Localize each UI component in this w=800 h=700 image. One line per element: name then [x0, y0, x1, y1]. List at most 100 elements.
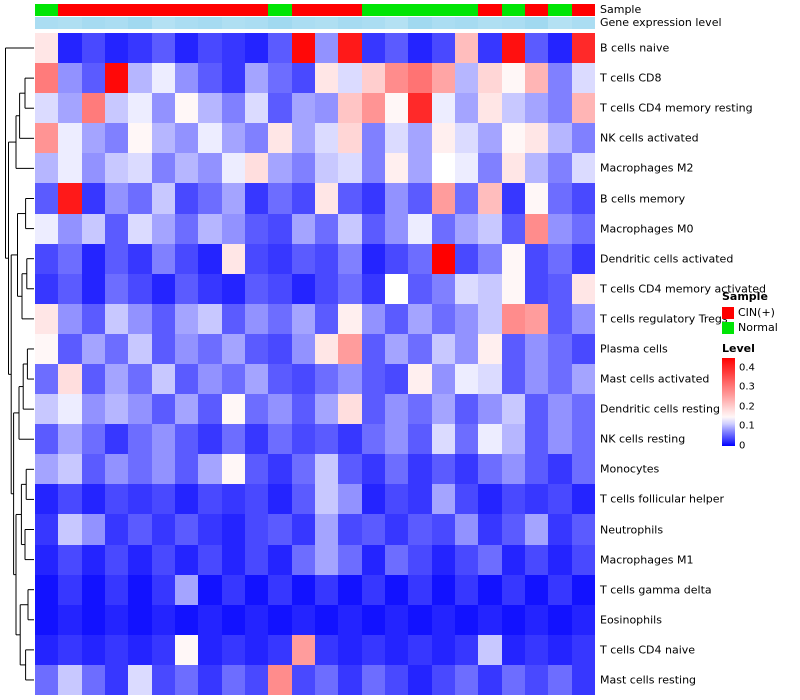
heatmap-cell [35, 424, 59, 455]
heatmap-cell [128, 484, 152, 515]
heatmap-cell [478, 424, 502, 455]
heatmap-cell [151, 574, 175, 605]
heatmap-cell [361, 303, 385, 334]
heatmap-cell [571, 273, 595, 304]
cin-color-swatch [722, 306, 734, 319]
heatmap-cell [175, 333, 199, 364]
heatmap-cell [478, 634, 502, 665]
heatmap-cell [478, 544, 502, 575]
gene-expression-cell [128, 17, 152, 29]
heatmap-cell [221, 243, 245, 274]
heatmap-cell [478, 664, 502, 695]
heatmap-cell [58, 183, 82, 214]
heatmap-cell [385, 454, 409, 485]
heatmap-cell [128, 454, 152, 485]
heatmap-cell [268, 303, 292, 334]
heatmap-cell [548, 394, 572, 425]
heatmap-cell [151, 243, 175, 274]
heatmap-cell [268, 514, 292, 545]
heatmap-cell [548, 333, 572, 364]
heatmap-cell [198, 213, 222, 244]
heatmap-cell [198, 123, 222, 154]
heatmap-cell [128, 664, 152, 695]
heatmap-cell [128, 604, 152, 635]
heatmap-cell [525, 364, 549, 395]
heatmap-cell [338, 123, 362, 154]
row-label: T cells CD4 memory activated [600, 282, 766, 296]
gene-expression-cell [571, 17, 595, 29]
level-tick-label: 0.4 [739, 362, 755, 374]
heatmap-cell [315, 273, 339, 304]
row-label: T cells CD4 naive [600, 643, 696, 657]
heatmap-cell [151, 273, 175, 304]
heatmap-cell [385, 664, 409, 695]
heatmap-cell [58, 213, 82, 244]
heatmap-cell [105, 123, 129, 154]
heatmap-cell [35, 183, 59, 214]
heatmap-cell [198, 574, 222, 605]
heatmap-cell [81, 424, 105, 455]
heatmap-cell [385, 243, 409, 274]
heatmap-cell [478, 364, 502, 395]
legend-level-title: Level [722, 342, 755, 355]
heatmap-cell [151, 213, 175, 244]
heatmap-cell [431, 394, 455, 425]
heatmap-cell [315, 33, 339, 64]
row-label: Dendritic cells activated [600, 252, 734, 266]
heatmap-cell [478, 33, 502, 64]
row-label: B cells memory [600, 192, 686, 205]
heatmap-cell [385, 333, 409, 364]
heatmap-cell [338, 364, 362, 395]
heatmap-cell [151, 63, 175, 94]
heatmap-cell [198, 664, 222, 695]
level-tick-label: 0.1 [739, 420, 755, 432]
heatmap-cell [361, 33, 385, 64]
heatmap-cell [128, 303, 152, 334]
row-label: T cells gamma delta [600, 583, 712, 597]
sample-annotation-cell [104, 4, 129, 16]
sample-annotation-cell [128, 4, 152, 16]
sample-annotation-cell [501, 4, 525, 16]
gene-expression-cell [478, 17, 502, 29]
heatmap-cell [571, 93, 595, 124]
heatmap-cell [268, 33, 292, 64]
legend-item-normal: Normal [722, 321, 778, 334]
row-label: NK cells resting [600, 432, 686, 446]
heatmap-cell [431, 634, 455, 665]
heatmap-cell [198, 63, 222, 94]
heatmap-cell [548, 33, 572, 64]
heatmap-cell [105, 454, 129, 485]
heatmap-cell [455, 273, 479, 304]
heatmap-cell [245, 153, 269, 184]
heatmap-cell [268, 424, 292, 455]
heatmap-cell [338, 424, 362, 455]
heatmap-cell [81, 574, 105, 605]
heatmap-cell [385, 153, 409, 184]
heatmap-cell [175, 273, 199, 304]
heatmap-cell [431, 604, 455, 635]
gene-expression-cell [35, 17, 59, 29]
heatmap-cell [455, 153, 479, 184]
heatmap-cell [501, 604, 525, 635]
heatmap-cell [338, 33, 362, 64]
heatmap-cell [105, 604, 129, 635]
heatmap-cell [315, 93, 339, 124]
heatmap-cell [81, 394, 105, 425]
heatmap-cell [548, 574, 572, 605]
heatmap-cell [175, 243, 199, 274]
heatmap-cell [221, 213, 245, 244]
heatmap-cell [525, 273, 549, 304]
heatmap-cell [81, 634, 105, 665]
heatmap-cell [128, 364, 152, 395]
heatmap-cell [291, 394, 315, 425]
heatmap-cell [431, 243, 455, 274]
heatmap-cell [571, 364, 595, 395]
heatmap-cell [525, 604, 549, 635]
heatmap-cell [571, 424, 595, 455]
sample-annotation-cell [221, 4, 245, 16]
heatmap-cell [245, 303, 269, 334]
heatmap-cell [525, 63, 549, 94]
heatmap-cell [455, 33, 479, 64]
heatmap-cell [548, 664, 572, 695]
heatmap-cell [525, 544, 549, 575]
